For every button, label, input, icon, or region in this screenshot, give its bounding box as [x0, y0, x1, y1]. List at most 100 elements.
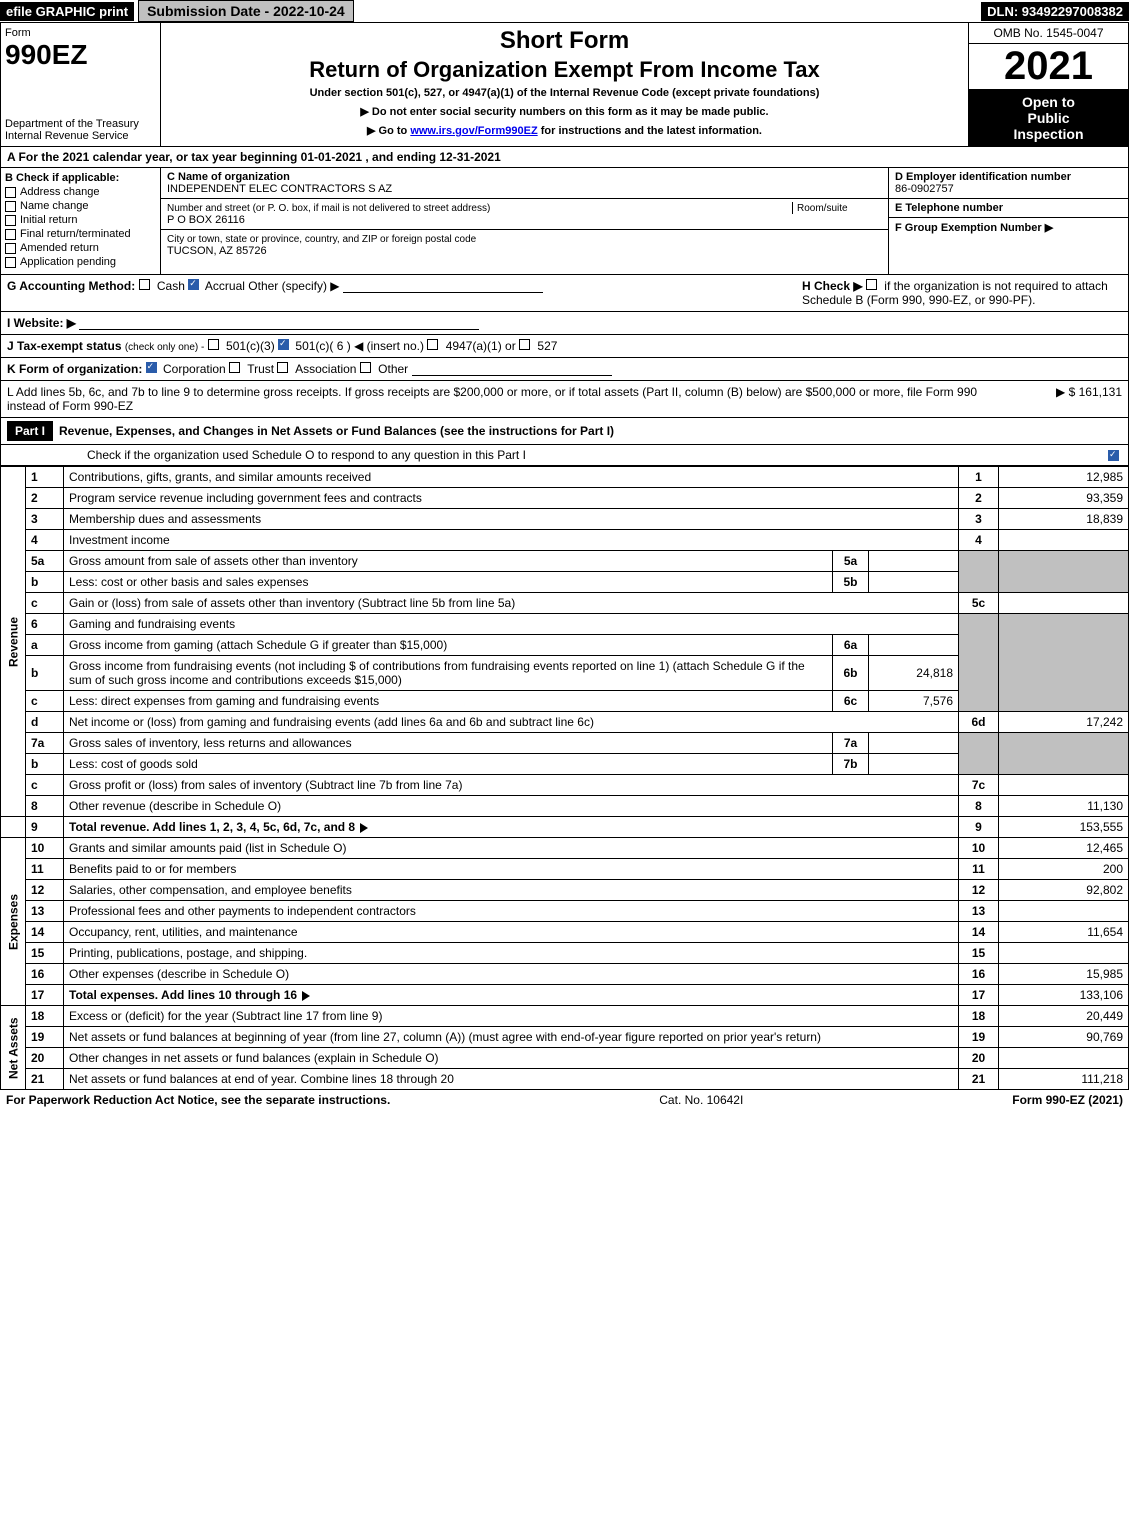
grey-cell	[999, 614, 1129, 712]
checkbox-checked-icon[interactable]	[188, 279, 199, 290]
line-amount: 11,654	[999, 922, 1129, 943]
submission-date: Submission Date - 2022-10-24	[138, 0, 354, 22]
sub-no: 5a	[833, 551, 869, 572]
table-row: 16 Other expenses (describe in Schedule …	[1, 964, 1129, 985]
under-section: Under section 501(c), 527, or 4947(a)(1)…	[169, 87, 960, 99]
right-cell: OMB No. 1545-0047 2021 Open to Public In…	[968, 23, 1128, 146]
k-opt3: Other	[378, 362, 408, 376]
k-label: K Form of organization:	[7, 362, 142, 376]
cb-label: Final return/terminated	[20, 228, 131, 240]
city-label: City or town, state or province, country…	[167, 234, 476, 245]
cb-label: Application pending	[20, 256, 116, 268]
line-rnum: 5c	[959, 593, 999, 614]
form-number: 990EZ	[5, 39, 156, 71]
line-no: 7a	[26, 733, 64, 754]
d-label: D Employer identification number	[895, 171, 1071, 183]
line-desc: Grants and similar amounts paid (list in…	[64, 838, 959, 859]
j-opt2: 501(c)( 6 ) ◀ (insert no.)	[295, 339, 424, 353]
city: TUCSON, AZ 85726	[167, 245, 267, 257]
checkbox-icon[interactable]	[139, 279, 150, 290]
ssn-note: ▶ Do not enter social security numbers o…	[169, 105, 960, 118]
line-no: b	[26, 656, 64, 691]
checkbox-icon[interactable]	[360, 362, 371, 373]
inspection-box: Open to Public Inspection	[969, 90, 1128, 146]
grey-cell	[959, 733, 999, 775]
table-row: 20 Other changes in net assets or fund b…	[1, 1048, 1129, 1069]
sub-val	[869, 635, 959, 656]
row-j: J Tax-exempt status (check only one) - 5…	[0, 335, 1129, 358]
j-label: J Tax-exempt status	[7, 339, 122, 353]
line-no: 11	[26, 859, 64, 880]
line-amount: 18,839	[999, 509, 1129, 530]
other-blank[interactable]	[343, 281, 543, 293]
table-row: 21 Net assets or fund balances at end of…	[1, 1069, 1129, 1090]
cb-final-return[interactable]: Final return/terminated	[5, 228, 156, 240]
line-rnum: 18	[959, 1006, 999, 1027]
line-rnum: 15	[959, 943, 999, 964]
info-grid: B Check if applicable: Address change Na…	[0, 168, 1129, 275]
lines-table: Revenue 1 Contributions, gifts, grants, …	[0, 466, 1129, 1090]
cb-address-change[interactable]: Address change	[5, 186, 156, 198]
part1-title: Revenue, Expenses, and Changes in Net As…	[59, 424, 614, 438]
line-desc: Less: direct expenses from gaming and fu…	[64, 691, 833, 712]
line-no: b	[26, 572, 64, 593]
checkbox-icon[interactable]	[208, 339, 219, 350]
table-row: 14 Occupancy, rent, utilities, and maint…	[1, 922, 1129, 943]
cb-amended[interactable]: Amended return	[5, 242, 156, 254]
row-g-h: G Accounting Method: Cash Accrual Other …	[0, 275, 1129, 312]
table-row: 15 Printing, publications, postage, and …	[1, 943, 1129, 964]
dept-line2: Internal Revenue Service	[5, 130, 156, 142]
line-desc: Occupancy, rent, utilities, and maintena…	[64, 922, 959, 943]
line-no: 9	[26, 817, 64, 838]
footer-left: For Paperwork Reduction Act Notice, see …	[6, 1093, 390, 1107]
line-amount: 133,106	[999, 985, 1129, 1006]
table-row: Net Assets 18 Excess or (deficit) for th…	[1, 1006, 1129, 1027]
line-amount	[999, 943, 1129, 964]
line-desc: Gross sales of inventory, less returns a…	[64, 733, 833, 754]
k-opt1: Trust	[247, 362, 274, 376]
e-label: E Telephone number	[895, 202, 1003, 214]
line-rnum: 20	[959, 1048, 999, 1069]
section-a: A For the 2021 calendar year, or tax yea…	[0, 147, 1129, 168]
g-label: G Accounting Method:	[7, 279, 135, 293]
checkbox-checked-icon[interactable]	[1108, 450, 1119, 461]
cb-label: Name change	[20, 200, 89, 212]
part1-label: Part I	[7, 421, 53, 441]
line-no: 8	[26, 796, 64, 817]
checkbox-icon[interactable]	[229, 362, 240, 373]
checkbox-icon[interactable]	[277, 362, 288, 373]
line-desc: Gross income from gaming (attach Schedul…	[64, 635, 833, 656]
table-row: d Net income or (loss) from gaming and f…	[1, 712, 1129, 733]
line-rnum: 7c	[959, 775, 999, 796]
cb-pending[interactable]: Application pending	[5, 256, 156, 268]
c-label: C Name of organization	[167, 171, 290, 183]
sub-val: 24,818	[869, 656, 959, 691]
line-rnum: 12	[959, 880, 999, 901]
irs-link[interactable]: www.irs.gov/Form990EZ	[410, 125, 537, 137]
line-desc: Gross profit or (loss) from sales of inv…	[64, 775, 959, 796]
cb-initial-return[interactable]: Initial return	[5, 214, 156, 226]
checkbox-checked-icon[interactable]	[278, 339, 289, 350]
row-k: K Form of organization: Corporation Trus…	[0, 358, 1129, 381]
checkbox-icon[interactable]	[866, 279, 877, 290]
line-rnum: 3	[959, 509, 999, 530]
sub-val: 7,576	[869, 691, 959, 712]
line-amount	[999, 1048, 1129, 1069]
checkbox-checked-icon[interactable]	[146, 362, 157, 373]
j-opt3: 4947(a)(1) or	[446, 339, 516, 353]
line-amount: 20,449	[999, 1006, 1129, 1027]
sub-val	[869, 572, 959, 593]
efile-label[interactable]: efile GRAPHIC print	[0, 2, 134, 21]
checkbox-icon[interactable]	[427, 339, 438, 350]
sub-no: 6c	[833, 691, 869, 712]
website-blank[interactable]	[79, 318, 479, 330]
checkbox-icon[interactable]	[519, 339, 530, 350]
goto-note: ▶ Go to www.irs.gov/Form990EZ for instru…	[169, 124, 960, 137]
other-org-blank[interactable]	[412, 364, 612, 376]
line-no: 16	[26, 964, 64, 985]
cb-label: Address change	[20, 186, 100, 198]
line-no: 15	[26, 943, 64, 964]
line-no: c	[26, 691, 64, 712]
cb-name-change[interactable]: Name change	[5, 200, 156, 212]
part1-check-note: Check if the organization used Schedule …	[7, 448, 526, 462]
